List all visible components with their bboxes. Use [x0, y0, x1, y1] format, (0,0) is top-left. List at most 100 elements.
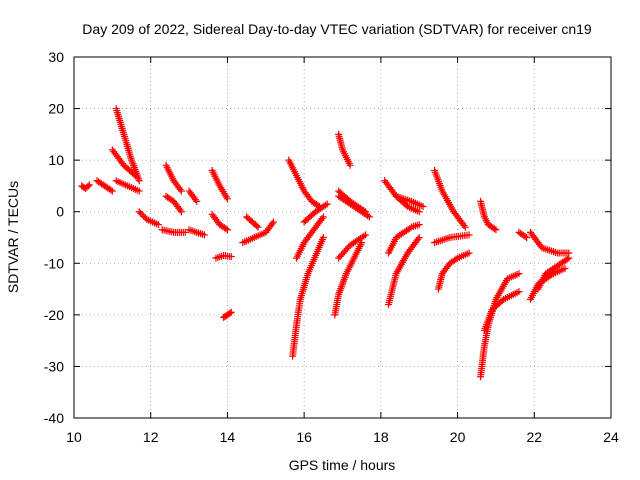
data-point	[269, 218, 277, 226]
series-arc5	[112, 177, 143, 195]
data-point	[85, 181, 93, 189]
data-point	[226, 309, 234, 317]
data-point	[137, 209, 145, 217]
data-point	[360, 232, 368, 240]
x-tick-label: 10	[66, 429, 82, 445]
series-arc1	[78, 181, 93, 193]
data-point	[362, 231, 370, 239]
series-arc23	[331, 239, 366, 319]
data-point	[561, 264, 569, 272]
data-point	[130, 170, 138, 178]
series-arc40	[534, 254, 573, 293]
x-tick-label: 14	[220, 429, 236, 445]
data-point	[492, 226, 500, 234]
data-point	[268, 220, 276, 228]
series-arc29	[385, 221, 423, 257]
y-tick-label: -40	[44, 410, 64, 426]
data-point	[227, 308, 235, 316]
data-point	[318, 215, 326, 223]
series-arc8	[162, 161, 185, 195]
data-point	[415, 234, 423, 241]
data-point	[181, 228, 189, 236]
data-point	[176, 185, 184, 193]
x-tick-label: 18	[373, 429, 389, 445]
series-arc14	[212, 252, 235, 262]
data-point	[319, 213, 327, 221]
series-arc18	[285, 156, 323, 211]
data-point	[465, 231, 473, 239]
data-point	[223, 195, 231, 203]
series-arc9	[162, 192, 185, 216]
series-arc37	[515, 228, 531, 241]
data-point	[227, 253, 235, 261]
data-point	[419, 203, 427, 211]
data-point	[415, 208, 423, 216]
data-point	[176, 206, 184, 214]
series-arc34	[477, 197, 500, 234]
data-point	[415, 221, 423, 229]
data-point	[177, 187, 185, 195]
data-points	[78, 105, 573, 381]
x-axis-label: GPS time / hours	[289, 457, 396, 473]
plot-frame	[73, 56, 612, 419]
series-arc6	[135, 208, 162, 229]
series-arc21	[300, 200, 331, 226]
data-point	[323, 200, 331, 208]
data-point	[319, 234, 327, 241]
data-point	[140, 212, 148, 220]
data-point	[254, 223, 262, 231]
series-arc19	[289, 234, 327, 360]
data-point	[135, 177, 143, 185]
data-point	[490, 225, 498, 233]
y-axis-label: SDTVAR / TECUs	[5, 181, 21, 293]
data-point	[461, 223, 469, 231]
data-point	[406, 224, 414, 232]
series-arc17	[243, 213, 262, 231]
x-tick-label: 24	[603, 429, 619, 445]
ticks: 10 12 14 16 18 20 22 24 -40 -30 -20 -10 0 10 20 30	[44, 49, 619, 445]
series-arc13	[208, 210, 231, 234]
data-point	[253, 222, 261, 230]
y-tick-label: 30	[48, 49, 64, 65]
series-arc15	[220, 308, 235, 321]
series-arc4	[108, 146, 139, 180]
grid	[74, 57, 611, 418]
data-point	[365, 213, 373, 221]
y-tick-label: -30	[44, 358, 64, 374]
data-point	[222, 225, 230, 233]
data-point	[460, 221, 468, 229]
series-arc20	[292, 213, 327, 262]
series-arc12	[208, 166, 231, 203]
data-point	[84, 182, 92, 190]
chart-title: Day 209 of 2022, Sidereal Day-to-day VTE…	[82, 21, 592, 37]
data-point	[364, 212, 372, 220]
data-point	[193, 197, 201, 205]
series-arc38	[526, 228, 573, 257]
data-point	[191, 196, 199, 204]
series-arc7	[158, 226, 189, 236]
data-point	[135, 208, 143, 216]
data-point	[565, 254, 573, 262]
series-arc33	[431, 231, 473, 247]
data-point	[563, 255, 571, 263]
data-point	[523, 234, 531, 241]
y-tick-label: -20	[44, 307, 64, 323]
data-point	[200, 231, 208, 239]
x-tick-label: 20	[450, 429, 466, 445]
series-arc30	[392, 192, 427, 211]
data-point	[108, 187, 116, 195]
series-arc22	[335, 130, 354, 169]
data-point	[107, 186, 115, 194]
y-tick-label: 10	[48, 152, 64, 168]
x-tick-label: 16	[296, 429, 312, 445]
series-arc24	[335, 231, 370, 262]
data-point	[138, 211, 146, 219]
series-arc2	[93, 177, 116, 195]
data-point	[135, 187, 143, 195]
x-tick-label: 22	[526, 429, 542, 445]
data-point	[414, 235, 422, 243]
y-tick-label: 20	[48, 101, 64, 117]
series-arc11	[185, 187, 201, 205]
series-arc10	[185, 226, 208, 239]
y-tick-label: 0	[56, 204, 64, 220]
